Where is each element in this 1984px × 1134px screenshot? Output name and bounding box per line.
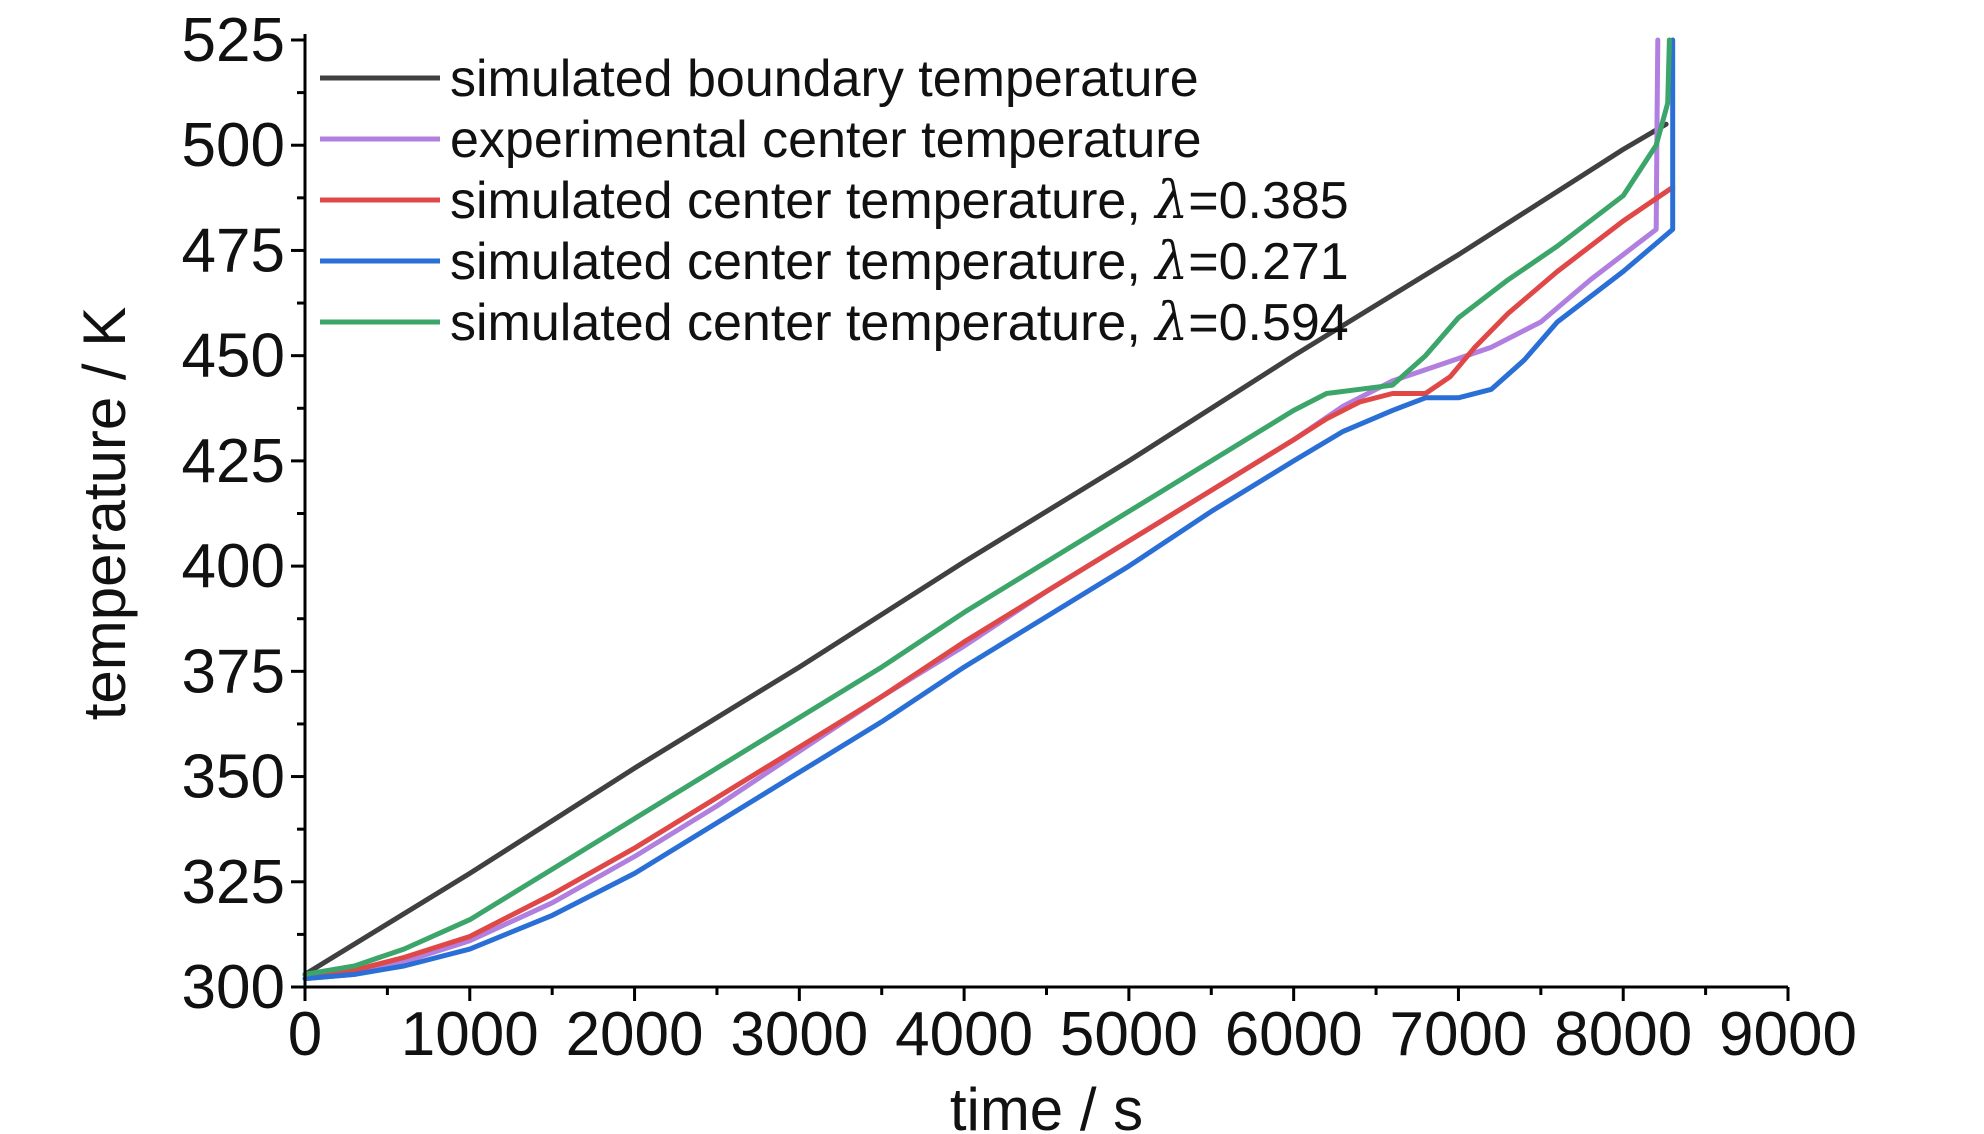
y-tick-label: 425: [182, 427, 285, 496]
series-line-1: [302, 121, 1669, 977]
y-tick-label: 350: [182, 743, 285, 812]
y-axis-title: temperature / K: [71, 307, 138, 721]
legend-label-1: simulated boundary temperature: [450, 50, 1199, 108]
legend-label-text: simulated center temperature,: [450, 172, 1155, 230]
y-tick-label: 475: [182, 216, 285, 285]
y-tick-label: 400: [182, 532, 285, 601]
y-tick-label: 325: [182, 848, 285, 917]
legend-label-4: simulated center temperature, λ=0.271: [450, 232, 1349, 292]
x-tick-label: 2000: [566, 1000, 704, 1069]
legend-label-2: experimental center temperature: [450, 111, 1202, 169]
legend-label-text: simulated center temperature,: [450, 233, 1155, 291]
legend-label-text: simulated center temperature,: [450, 294, 1155, 352]
y-tick-label: 450: [182, 322, 285, 391]
x-tick-label: 7000: [1389, 1000, 1527, 1069]
legend-lambda-value: =0.594: [1188, 294, 1349, 352]
x-tick-label: 3000: [730, 1000, 868, 1069]
x-tick-label: 9000: [1719, 1000, 1857, 1069]
series-line-3: [302, 184, 1676, 977]
series-layer: [302, 37, 1676, 982]
x-tick-label: 5000: [1060, 1000, 1198, 1069]
legend-label-5: simulated center temperature, λ=0.594: [450, 293, 1349, 353]
y-tick-label: 525: [182, 6, 285, 75]
x-tick-label: 4000: [895, 1000, 1033, 1069]
y-tick-label: 375: [182, 637, 285, 706]
y-tick-label: 300: [182, 953, 285, 1022]
x-tick-label: 0: [288, 1000, 322, 1069]
x-tick-label: 1000: [401, 1000, 539, 1069]
x-tick-label: 6000: [1225, 1000, 1363, 1069]
x-tick-label: 8000: [1554, 1000, 1692, 1069]
x-axis-title: time / s: [950, 1076, 1143, 1134]
x-axis-ticks: 0 1000 2000 3000 4000 5000 6000 7000 8000 9000: [288, 987, 1857, 1069]
legend-label-3: simulated center temperature, λ=0.385: [450, 171, 1349, 231]
y-axis-ticks: 300 325 350 375 400 425 450 475 500 525: [182, 6, 305, 1022]
series-line-5: [302, 37, 1672, 977]
legend: simulated boundary temperatureexperiment…: [320, 50, 1349, 353]
legend-lambda-value: =0.271: [1188, 233, 1349, 291]
legend-label-text: experimental center temperature: [450, 111, 1202, 169]
legend-label-text: simulated boundary temperature: [450, 50, 1199, 108]
y-tick-label: 500: [182, 111, 285, 180]
legend-lambda-symbol: λ: [1153, 232, 1188, 292]
legend-lambda-symbol: λ: [1153, 171, 1188, 231]
legend-lambda-value: =0.385: [1188, 172, 1349, 230]
legend-lambda-symbol: λ: [1153, 293, 1188, 353]
series-line-4: [302, 37, 1676, 982]
